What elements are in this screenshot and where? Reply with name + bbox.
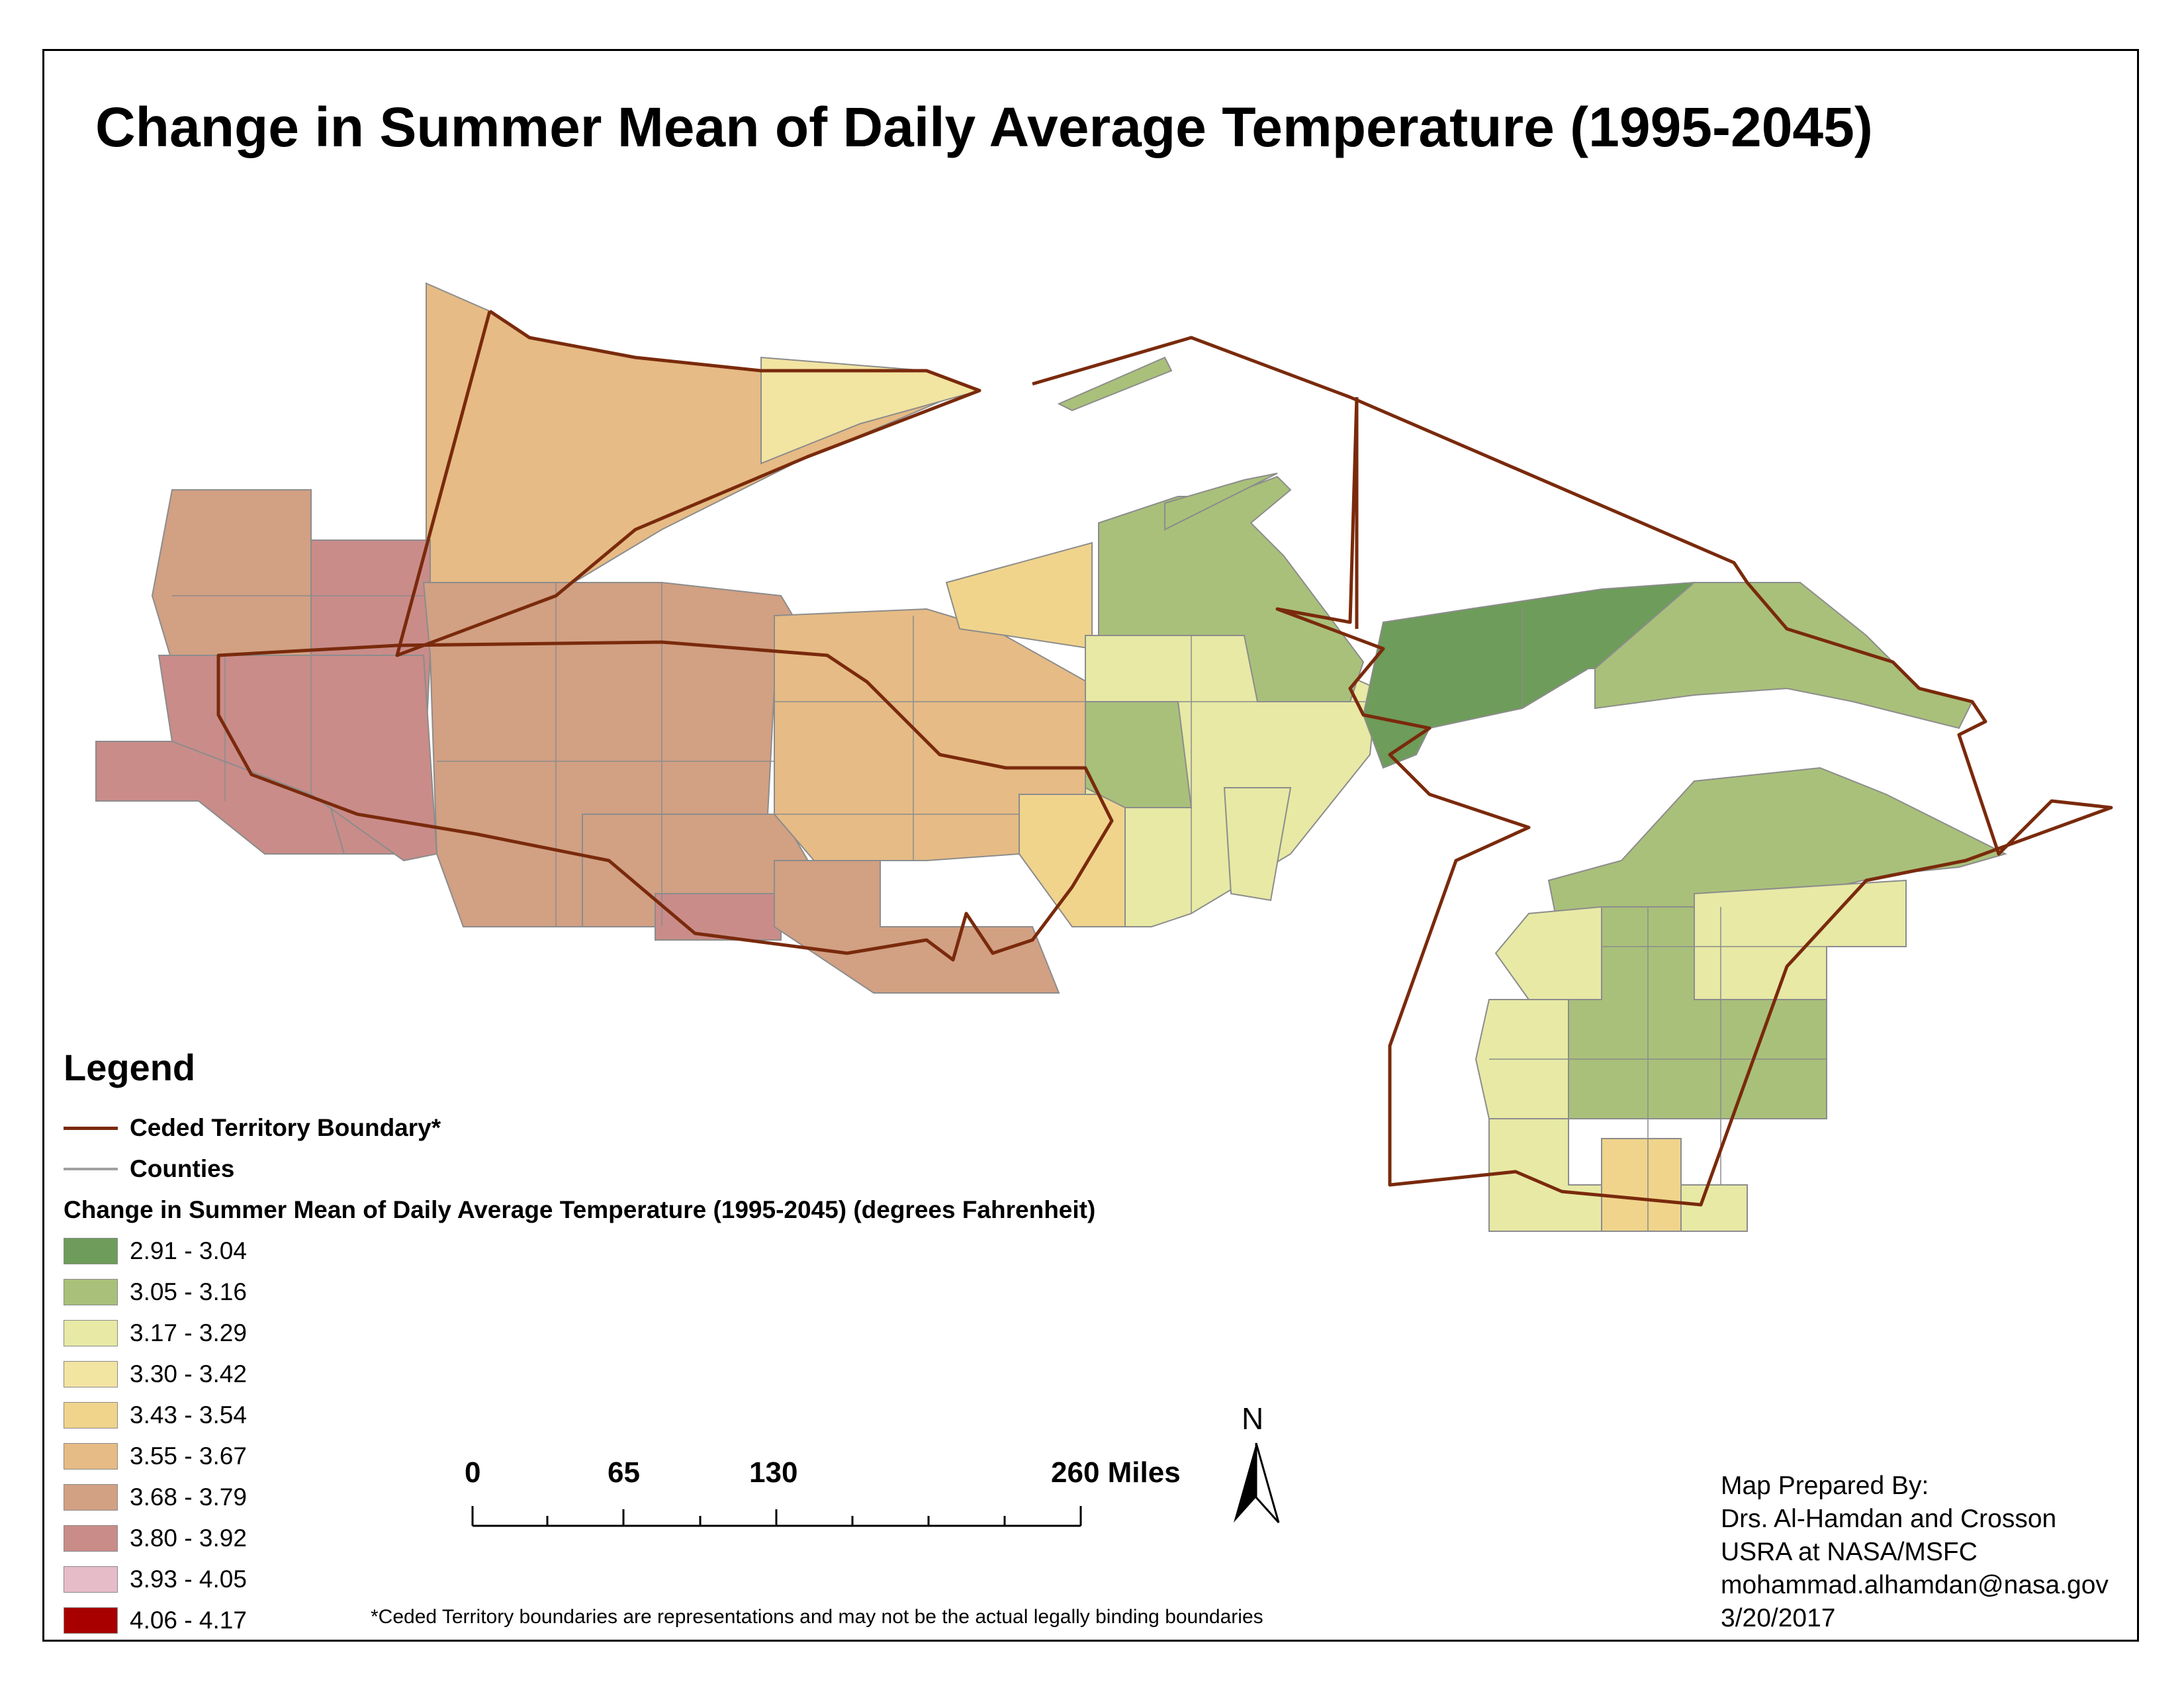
county-line-swatch [64,1168,118,1170]
class-label: 3.17 - 3.29 [130,1319,247,1346]
legend-class-row: 4.06 - 4.17 [64,1600,1321,1641]
legend-class-row: 3.93 - 4.05 [64,1559,1321,1600]
legend-class-row: 2.91 - 3.04 [64,1231,1321,1272]
county-region-wi-south [774,860,1060,994]
class-label: 3.55 - 3.67 [130,1442,247,1470]
north-arrow: N [1224,1401,1291,1533]
class-swatch [64,1443,118,1470]
county-region-door [1223,787,1292,902]
class-label: 3.43 - 3.54 [130,1401,247,1429]
class-label: 2.91 - 3.04 [130,1237,247,1264]
county-region-wi-northeast [945,541,1093,650]
class-swatch [64,1566,118,1593]
county-polygons [95,282,2007,1232]
legend-counties-label: Counties [130,1155,235,1182]
county-region-keweenaw [1164,473,1278,531]
class-swatch [64,1320,118,1346]
legend-class-row: 3.05 - 3.16 [64,1272,1321,1313]
class-swatch [64,1279,118,1305]
class-swatch [64,1484,118,1511]
map-credit: Map Prepared By: Drs. Al-Hamdan and Cros… [1721,1470,2109,1635]
class-label: 3.05 - 3.16 [130,1278,247,1305]
north-arrow-graphic [1234,1442,1280,1524]
scale-bar-graphic [471,1506,1082,1527]
class-label: 3.68 - 3.79 [130,1483,247,1511]
scale-bar: 0 65 130 260 Miles [463,1456,1181,1549]
class-swatch [64,1238,118,1264]
class-swatch [64,1607,118,1634]
county-region-mn-southcentral [158,655,438,862]
credit-line-1: Map Prepared By: [1721,1472,1929,1500]
class-label: 3.30 - 3.42 [130,1360,247,1387]
legend-ramp-title: Change in Summer Mean of Daily Average T… [64,1196,1096,1223]
class-label: 3.93 - 4.05 [130,1566,247,1593]
boundary-1837-treaty [216,640,1114,962]
legend-boundary-label: Ceded Territory Boundary* [130,1114,441,1141]
legend-class-row: 3.55 - 3.67 [64,1436,1321,1477]
legend-class-row: 3.43 - 3.54 [64,1395,1321,1436]
legend-classes: 2.91 - 3.04 3.05 - 3.16 3.17 - 3.29 3.30… [64,1231,1321,1641]
county-region-up-east [1594,582,1974,729]
legend-class-row: 3.17 - 3.29 [64,1313,1321,1354]
county-region-isle-royale [1057,356,1173,412]
class-swatch [64,1402,118,1429]
county-region-lake-county [760,356,982,465]
credit-line-3: USRA at NASA/MSFC [1721,1537,1978,1566]
north-letter: N [1242,1401,1264,1436]
boundary-1842-treaty [1032,336,2113,1207]
scale-label-130: 130 [749,1456,798,1489]
legend-class-row: 3.30 - 3.42 [64,1354,1321,1395]
credit-line-4: mohammad.alhamdan@nasa.gov [1721,1570,2109,1599]
map-title: Change in Summer Mean of Daily Average T… [95,96,1873,158]
scale-label-260: 260 Miles [1051,1456,1181,1489]
scale-label-0: 0 [465,1456,481,1489]
boundary-1854-treaty [395,309,981,657]
county-region-wi-green [1085,701,1193,808]
class-label: 3.80 - 3.92 [130,1524,247,1552]
class-swatch [64,1361,118,1387]
legend-class-row: 3.80 - 3.92 [64,1518,1321,1559]
county-region-lp-northwest [1494,906,1602,1000]
map-frame [42,49,2139,1642]
legend-boundary-row: Ceded Territory Boundary* [64,1107,1321,1149]
ceded-territory-boundary [216,309,2113,1207]
legend: Legend Ceded Territory Boundary* Countie… [64,1046,1321,1641]
legend-counties-row: Counties [64,1149,1321,1190]
class-label: 4.06 - 4.17 [130,1607,247,1634]
boundary-footnote: *Ceded Territory boundaries are represen… [371,1606,1263,1628]
county-region-up-central [1362,581,1695,769]
legend-class-row: 3.68 - 3.79 [64,1477,1321,1518]
class-swatch [64,1525,118,1552]
scale-label-65: 65 [608,1456,640,1489]
county-region-mn-west [151,489,312,663]
credit-line-5: 3/20/2017 [1721,1603,1836,1632]
county-region-lp-southcenter [1601,1138,1682,1232]
credit-line-2: Drs. Al-Hamdan and Crosson [1721,1504,2057,1533]
county-region-lp-east [1694,879,1907,1000]
county-grid-lines [172,490,1906,1231]
boundary-line-swatch [64,1126,118,1130]
legend-heading: Legend [64,1047,196,1088]
